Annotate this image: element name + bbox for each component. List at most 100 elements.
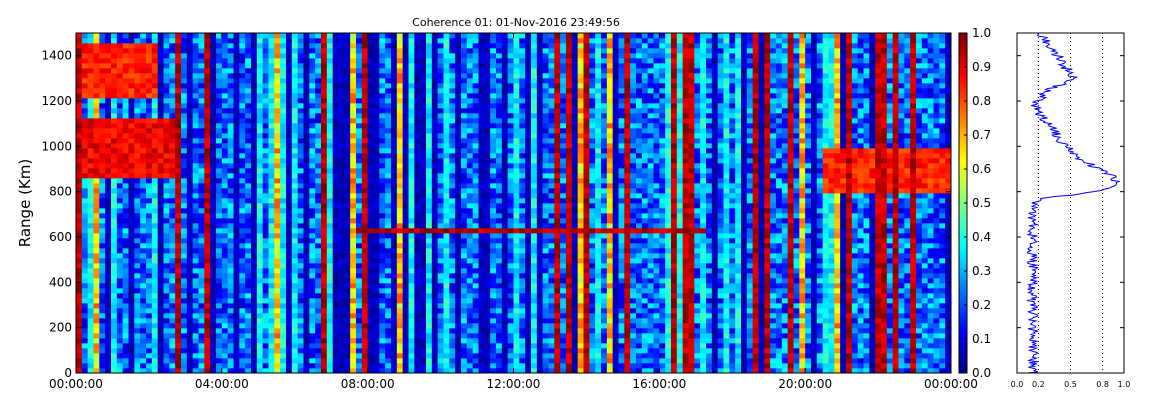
heatmap-cell	[326, 118, 334, 124]
heatmap-cell	[315, 93, 322, 99]
heatmap-cell	[490, 273, 497, 279]
heatmap-cell	[303, 213, 310, 219]
heatmap-cell	[105, 318, 112, 324]
heatmap-cell	[408, 113, 415, 119]
heatmap-cell	[391, 228, 398, 234]
heatmap-cell	[192, 238, 199, 244]
heatmap-cell	[361, 233, 369, 239]
heatmap-cell	[338, 193, 345, 199]
heatmap-cell	[210, 193, 217, 199]
heatmap-cell	[81, 193, 89, 199]
heatmap-cell	[111, 318, 118, 324]
heatmap-cell	[373, 143, 380, 149]
heatmap-cell	[198, 283, 205, 289]
heatmap-cell	[169, 303, 176, 309]
heatmap-cell	[315, 33, 322, 39]
heatmap-cell	[385, 343, 392, 349]
heatmap-cell	[373, 78, 380, 84]
heatmap-cell	[87, 78, 94, 84]
heatmap-cell	[338, 33, 345, 39]
heatmap-cell	[356, 118, 363, 124]
heatmap-cell	[151, 163, 159, 169]
heatmap-cell	[391, 368, 398, 374]
heatmap-cell	[105, 188, 112, 194]
heatmap-cell	[268, 333, 275, 339]
heatmap-cell	[367, 73, 374, 79]
heatmap-cell	[262, 213, 269, 219]
heatmap-cell	[105, 128, 112, 134]
heatmap-cell	[151, 183, 159, 189]
heatmap-cell	[239, 153, 246, 159]
heatmap-cell	[151, 293, 159, 299]
heatmap-cell	[233, 38, 240, 44]
heatmap-cell	[455, 213, 462, 219]
heatmap-cell	[367, 328, 374, 334]
heatmap-cell	[402, 173, 409, 179]
heatmap-cell	[367, 118, 374, 124]
heatmap-cell	[186, 78, 194, 84]
heatmap-cell	[461, 333, 468, 339]
heatmap-cell	[338, 338, 345, 344]
heatmap-cell	[262, 333, 269, 339]
heatmap-cell	[338, 103, 345, 109]
heatmap-cell	[93, 68, 100, 74]
heatmap-cell	[443, 208, 450, 214]
heatmap-cell	[344, 238, 351, 244]
heatmap-cell	[245, 368, 252, 374]
heatmap-cell	[163, 208, 170, 214]
heatmap-cell	[186, 88, 194, 94]
heatmap-cell	[274, 298, 281, 304]
heatmap-cell	[373, 113, 380, 119]
heatmap-cell	[303, 273, 310, 279]
heatmap-cell	[443, 198, 450, 204]
heatmap-cell	[274, 43, 281, 49]
heatmap-cell	[227, 153, 234, 159]
heatmap-cell	[303, 298, 310, 304]
heatmap-cell	[501, 268, 509, 274]
heatmap-cell	[286, 228, 293, 234]
heatmap-cell	[216, 283, 223, 289]
heatmap-cell	[367, 43, 374, 49]
heatmap-cell	[233, 348, 240, 354]
heatmap-cell	[245, 93, 252, 99]
heatmap-cell	[122, 113, 129, 119]
heatmap-cell	[361, 258, 369, 264]
heatmap-cell	[437, 173, 444, 179]
heatmap-cell	[280, 243, 287, 249]
heatmap-cell	[140, 218, 147, 224]
heatmap-cell	[251, 368, 258, 374]
heatmap-cell	[105, 328, 112, 334]
heatmap-cell	[309, 173, 316, 179]
heatmap-cell	[455, 98, 462, 104]
heatmap-cell	[163, 178, 170, 184]
heatmap-cell	[280, 358, 287, 364]
heatmap-cell	[216, 53, 223, 59]
heatmap-cell	[402, 138, 409, 144]
heatmap-cell	[262, 203, 269, 209]
heatmap-cell	[198, 33, 205, 39]
heatmap-cell	[239, 213, 246, 219]
heatmap-cell	[233, 73, 240, 79]
heatmap-cell	[210, 218, 217, 224]
heatmap-cell	[256, 33, 264, 39]
heatmap-cell	[239, 118, 246, 124]
heatmap-cell	[87, 353, 94, 359]
heatmap-cell	[81, 258, 89, 264]
heatmap-cell	[105, 168, 112, 174]
heatmap-cell	[373, 108, 380, 114]
heatmap-cell	[309, 123, 316, 129]
heatmap-cell	[134, 238, 141, 244]
heatmap-cell	[128, 208, 135, 214]
heatmap-cell	[461, 233, 468, 239]
heatmap-cell	[105, 63, 112, 69]
heatmap-cell	[309, 48, 316, 54]
heatmap-cell	[198, 93, 205, 99]
heatmap-cell	[245, 228, 252, 234]
heatmap-cell	[426, 273, 433, 279]
heatmap-cell	[99, 268, 106, 274]
heatmap-cell	[146, 323, 153, 329]
heatmap-cell	[151, 108, 159, 114]
heatmap-cell	[361, 168, 369, 174]
heatmap-cell	[443, 93, 450, 99]
heatmap-cell	[146, 83, 153, 89]
